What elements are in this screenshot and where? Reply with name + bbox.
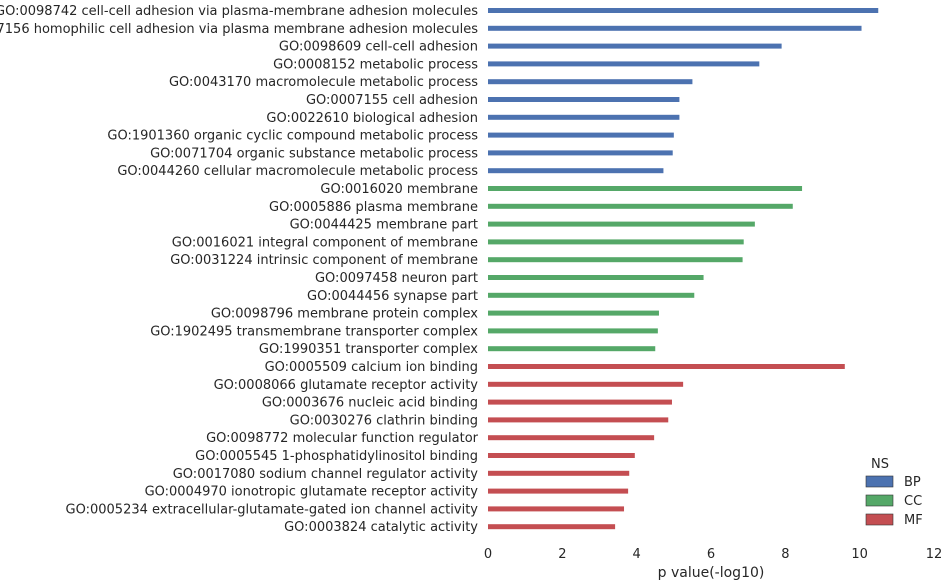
category-labels: GO:0098742 cell-cell adhesion via plasma… [0,4,479,535]
x-axis-title: p value(-log10) [658,565,765,581]
legend: NS BP CC MF [865,457,923,528]
bar-cc [488,310,659,316]
bar-bp [488,150,673,156]
category-label: GO:0097458 neuron part [315,271,478,286]
category-label: GO:0044260 cellular macromolecule metabo… [117,164,478,179]
bar-bp [488,25,862,31]
bar-cc [488,275,704,280]
legend-label-cc: CC [904,494,922,509]
legend-swatch-mf [865,513,894,526]
bar-bp [488,79,693,85]
x-tick-label: 8 [781,547,789,562]
bar-cc [488,239,744,245]
bars-layer [488,8,879,530]
bar-cc [488,203,793,209]
category-label: GO:0003676 nucleic acid binding [262,396,478,411]
category-label: GO:0098742 cell-cell adhesion via plasma… [0,4,478,19]
bar-mf [488,524,616,530]
category-label: GO:0008066 glutamate receptor activity [214,378,479,393]
legend-swatch-cc [865,494,894,507]
x-tick-label: 0 [484,547,492,562]
category-label: GO:0071704 organic substance metabolic p… [150,146,478,161]
bar-mf [488,488,629,494]
bar-cc [488,328,658,334]
bar-mf [488,506,625,512]
legend-label-bp: BP [904,475,921,490]
bar-cc [488,186,803,191]
category-label: GO:0008152 metabolic process [273,57,478,72]
category-label: GO:0031224 intrinsic component of membra… [170,253,478,268]
category-label: GO:1990351 transporter complex [259,342,478,357]
category-label: GO:0030276 clathrin binding [290,413,478,428]
category-label: GO:1901360 organic cyclic compound metab… [107,129,478,144]
bar-bp [488,97,680,102]
category-label: GO:0005886 plasma membrane [269,200,478,215]
bar-mf [488,364,845,369]
bar-mf [488,399,672,405]
x-tick-label: 10 [851,547,868,562]
x-tick-label: 12 [926,547,943,562]
bar-cc [488,292,695,298]
category-label: GO:0003824 catalytic activity [284,520,478,535]
category-label: GO:0043170 macromolecule metabolic proce… [169,75,478,90]
category-label: GO:0098796 membrane protein complex [211,307,478,322]
bar-mf [488,417,669,423]
bar-mf [488,435,655,441]
x-tick-label: 2 [558,547,566,562]
category-label: GO:0022610 biological adhesion [266,111,478,126]
bar-cc [488,346,656,352]
bar-bp [488,8,879,13]
bar-bp [488,168,664,174]
category-label: GO:0005234 extracellular-glutamate-gated… [66,502,479,517]
bar-bp [488,132,674,138]
bar-mf [488,453,635,458]
category-label: GO:1902495 transmembrane transporter com… [150,324,478,339]
legend-label-mf: MF [904,513,923,528]
legend-entries: BP CC MF [865,475,923,528]
category-label: GO:0007155 cell adhesion [306,93,478,108]
category-label: GO:0016021 integral component of membran… [172,235,478,250]
category-label: GO:0016020 membrane [320,182,478,197]
bar-cc [488,221,755,227]
x-tick-label: 4 [633,547,641,562]
category-label: GO:0005509 calcium ion binding [265,360,478,375]
bar-mf [488,381,684,387]
category-label: GO:0005545 1-phosphatidylinositol bindin… [195,449,478,464]
x-tick-label: 6 [707,547,715,562]
legend-title: NS [871,457,889,472]
category-label: GO:0004970 ionotropic glutamate receptor… [145,485,479,500]
category-label: GO:0098772 molecular function regulator [206,431,479,446]
category-label: GO:0044456 synapse part [307,289,478,304]
bar-bp [488,61,760,67]
category-label: GO:0017080 sodium channel regulator acti… [173,467,479,482]
bar-mf [488,470,630,476]
category-label: GO:0044425 membrane part [290,218,478,233]
bar-bp [488,43,782,49]
bar-cc [488,257,743,263]
category-label: GO:0098609 cell-cell adhesion [279,40,478,55]
x-axis: 0 2 4 6 8 10 12 [484,547,942,562]
legend-swatch-bp [865,475,894,488]
bar-bp [488,114,680,120]
category-label: GO:0007156 homophilic cell adhesion via … [0,22,478,37]
